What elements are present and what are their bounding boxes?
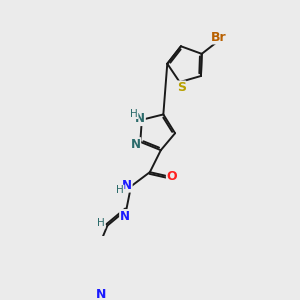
Text: N: N: [122, 179, 132, 192]
Text: H: H: [130, 109, 138, 118]
Text: Br: Br: [211, 31, 227, 44]
Text: S: S: [177, 81, 186, 94]
Text: N: N: [135, 112, 145, 125]
Text: N: N: [96, 288, 106, 300]
Text: H: H: [116, 185, 124, 195]
Text: N: N: [120, 210, 130, 223]
Text: N: N: [130, 138, 141, 151]
Text: H: H: [97, 218, 105, 228]
Text: O: O: [167, 169, 177, 183]
